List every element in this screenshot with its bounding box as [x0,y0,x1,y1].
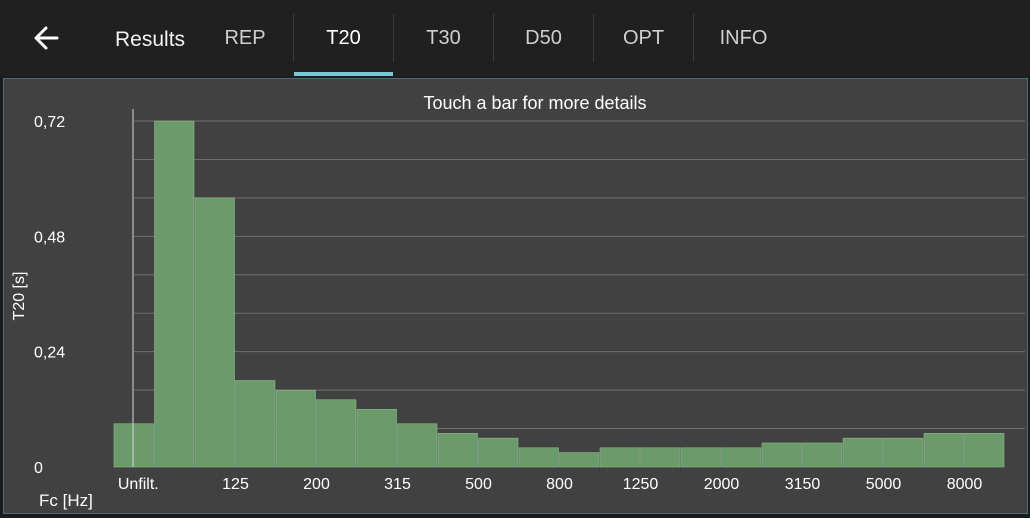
y-tick-label: 0,72 [34,114,65,131]
arrow-left-icon [34,26,59,50]
tab-separator [393,14,394,62]
bar-1250[interactable] [599,447,640,468]
tab-opt-label: OPT [622,26,665,49]
tab-d50-label: D50 [525,26,562,49]
tab-separator [493,14,494,62]
tab-separator [593,14,594,62]
x-tick-label: 500 [465,476,492,493]
bar-10000[interactable] [964,433,1005,468]
bar-800[interactable] [518,447,559,468]
x-tick-label: 2000 [704,476,740,493]
x-tick-labels: Unfilt. 125 200 315 500 800 1250 2000 3150 5000 80… [118,476,983,493]
bar-3150[interactable] [761,442,802,468]
bar-315[interactable] [356,409,397,468]
bar-1000[interactable] [559,452,600,468]
tab-t20-label: T20 [326,26,361,49]
bar-1600[interactable] [640,447,681,468]
bar-200[interactable] [275,389,316,468]
x-tick-label: 125 [222,476,249,493]
grid-lines [134,120,1025,430]
y-axis-label: T20 [s] [11,272,28,321]
page-title: Results [115,28,186,51]
bar-160[interactable] [235,380,276,468]
x-axis-label: Fc [Hz] [39,491,93,510]
y-tick-label: 0,48 [34,229,65,246]
x-tick-label: 800 [546,476,573,493]
bar-125[interactable] [194,197,235,468]
bar-Unfilt.[interactable] [113,423,154,468]
x-tick-label: 1250 [623,476,659,493]
x-tick-label: 8000 [947,476,983,493]
x-tick-label: 3150 [785,476,821,493]
bars[interactable] [113,120,1005,468]
bar-2500[interactable] [721,447,762,468]
x-tick-label: 315 [384,476,411,493]
t20-bar-chart[interactable]: 0 0,24 0,48 0,72 Unfilt. 125 200 315 500 800 1250… [4,79,1027,513]
tab-d50[interactable]: D50 [494,0,593,76]
chart-panel: 0 0,24 0,48 0,72 Unfilt. 125 200 315 500 800 1250… [3,78,1028,514]
tab-separator [293,14,294,62]
tab-info-label: INFO [719,26,768,49]
tab-rep-label: REP [224,26,266,49]
y-tick-label: 0,24 [34,345,65,362]
bar-500[interactable] [437,433,478,468]
y-tick-label: 0 [34,460,43,477]
y-tick-labels: 0 0,24 0,48 0,72 [34,114,65,477]
tab-separator [693,14,694,62]
bar-8000[interactable] [923,433,964,468]
tab-opt[interactable]: OPT [594,0,693,76]
bar-2000[interactable] [680,447,721,468]
bar-4000[interactable] [802,442,843,468]
tab-info[interactable]: INFO [694,0,793,76]
app-bar: Results REP T20 T30 D50 OPT INFO [0,0,1030,76]
bar-630[interactable] [478,437,519,468]
x-tick-label: Unfilt. [118,476,159,493]
tab-t30[interactable]: T30 [394,0,493,76]
x-tick-label: 200 [303,476,330,493]
bar-6300[interactable] [883,437,924,468]
tab-rep[interactable]: REP [205,0,285,76]
back-button[interactable] [26,18,66,58]
x-tick-label: 5000 [866,476,902,493]
chart-title: Touch a bar for more details [423,93,646,113]
tab-t20[interactable]: T20 [294,0,393,76]
active-tab-indicator [294,72,393,76]
bar-5000[interactable] [842,437,883,468]
bar-250[interactable] [316,399,357,468]
tab-t30-label: T30 [426,26,461,49]
bar-63[interactable] [154,120,195,468]
bar-400[interactable] [397,423,438,468]
